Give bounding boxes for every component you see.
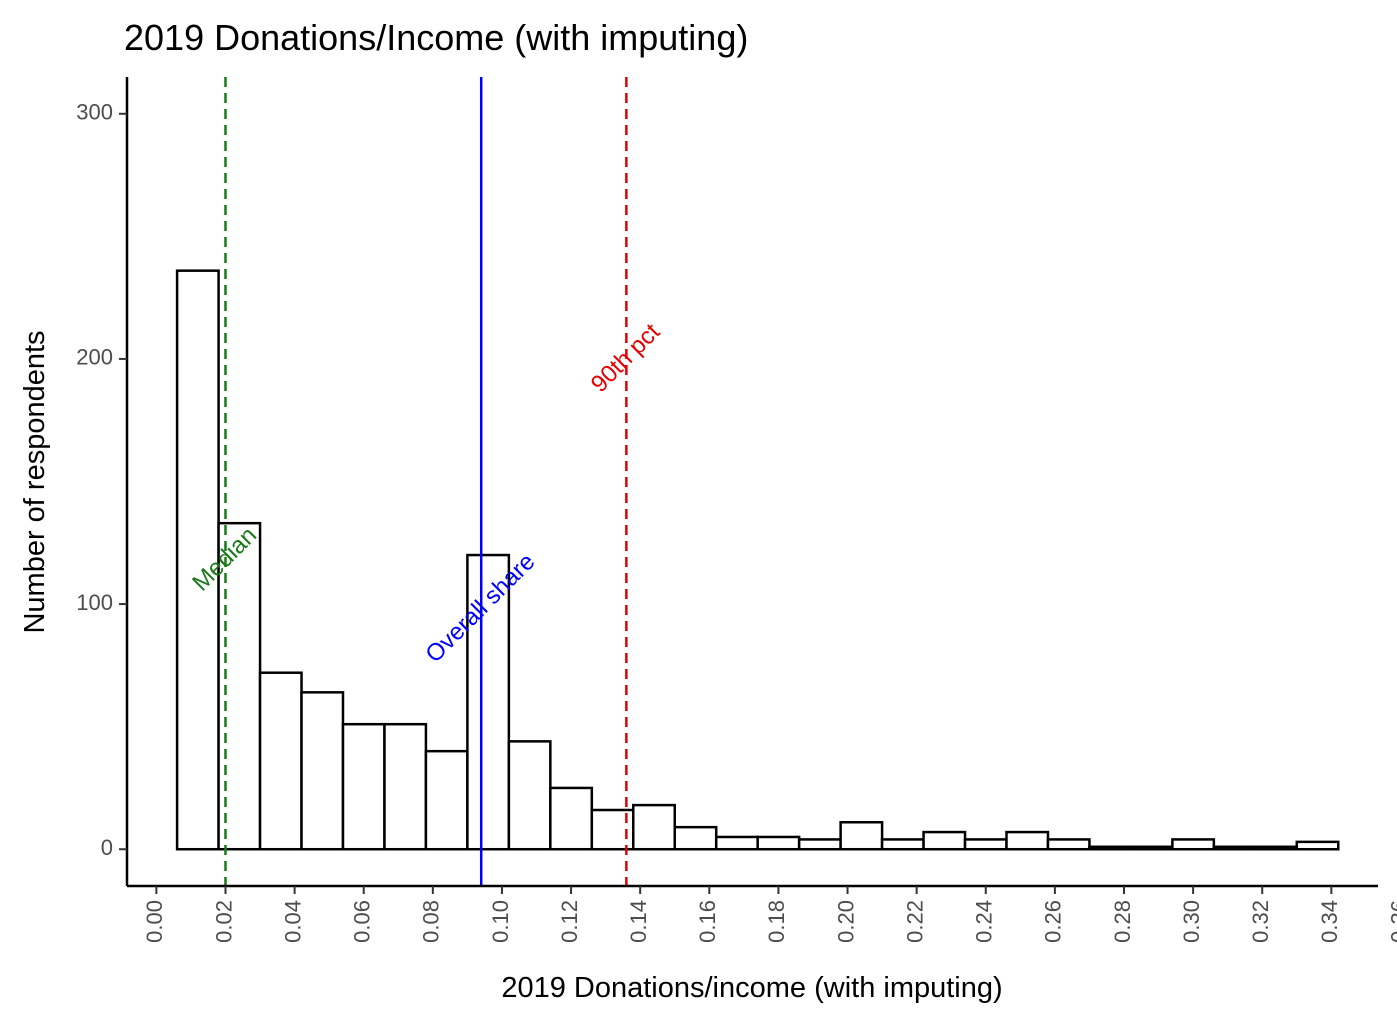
x-tick-label: 0.14 (626, 900, 651, 943)
x-axis-title: 2019 Donations/income (with imputing) (501, 972, 1002, 1004)
histogram-bar (1129, 845, 1174, 851)
histogram-bar (300, 691, 345, 851)
histogram-bar (1171, 838, 1216, 851)
x-tick-label: 0.10 (488, 900, 513, 943)
histogram-bar (1254, 845, 1299, 851)
x-tick-label: 0.16 (695, 900, 720, 943)
histogram-bar (1295, 840, 1340, 851)
histogram-bar (756, 835, 801, 851)
x-tick-label: 0.00 (142, 900, 167, 943)
histogram-bar (673, 825, 718, 851)
histogram-bar (880, 838, 925, 851)
y-tick-label: 200 (76, 345, 113, 370)
x-tick-label: 0.18 (764, 900, 789, 943)
x-tick-label: 0.06 (350, 900, 375, 943)
histogram-bar (632, 803, 676, 851)
x-tick-label: 0.34 (1317, 900, 1342, 943)
x-tick-label: 0.24 (972, 900, 997, 943)
histogram-bar (466, 553, 511, 851)
x-tick-label: 0.30 (1179, 900, 1204, 943)
x-tick-label: 0.32 (1248, 900, 1273, 943)
y-axis-title: Number of respondents (19, 330, 51, 633)
x-axis: 0.00 0.02 0.04 0.06 0.08 0.10 0.12 0.14 0.16 0.18… (127, 884, 1397, 943)
y-axis: 0 100 200 300 (76, 77, 129, 886)
histogram-bar (1005, 830, 1050, 851)
x-tick-label: 0.22 (902, 900, 927, 943)
histogram-bar (383, 722, 428, 851)
x-tick-label: 0.02 (211, 900, 236, 943)
x-tick-label: 0.04 (280, 900, 305, 943)
histogram-bar (258, 671, 303, 851)
histogram-bar (507, 740, 552, 851)
x-tick-label: 0.36 (1386, 900, 1397, 943)
histogram-bar (963, 838, 1008, 851)
histogram-bar (1088, 845, 1133, 851)
x-tick-label: 0.20 (833, 900, 858, 943)
histogram-bar (839, 821, 884, 851)
y-tick-label: 0 (101, 835, 113, 860)
histogram-bar (175, 269, 220, 851)
histogram-bar (922, 830, 967, 851)
histogram-bar (797, 838, 842, 851)
chart-title: 2019 Donations/Income (with imputing) (124, 17, 748, 58)
histogram-bar (549, 786, 594, 851)
x-tick-label: 0.08 (419, 900, 444, 943)
y-tick-label: 100 (76, 590, 113, 615)
x-tick-label: 0.28 (1110, 900, 1135, 943)
histogram-bar (341, 722, 386, 851)
bars-layer (175, 269, 1340, 851)
histogram-bar (1212, 845, 1257, 851)
x-tick-label: 0.12 (557, 900, 582, 943)
y-tick-label: 300 (76, 100, 113, 125)
histogram-bar (1046, 838, 1091, 851)
histogram-bar (424, 749, 469, 851)
x-tick-label: 0.26 (1041, 900, 1066, 943)
histogram-bar (714, 835, 759, 851)
